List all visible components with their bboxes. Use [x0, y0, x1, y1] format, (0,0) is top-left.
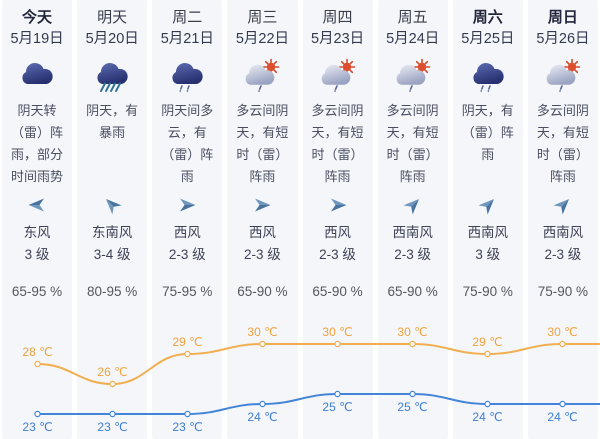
wind-level-label: 2-3 级 [394, 247, 432, 262]
wind-direction-label: 西风 [248, 225, 276, 240]
weather-description: 多云间阴天，有短时（雷）阵雨 [386, 103, 439, 184]
wind-arrow-icon [553, 198, 569, 215]
wind-direction-label: 西南风 [392, 225, 433, 240]
forecast-day-column[interactable]: 周日 5月26日 多云间阴天，有短时（雷）阵雨 西南风 2-3 级 75-90 … [527, 0, 598, 439]
humidity-range: 65-95 % [11, 284, 63, 299]
weather-icon [393, 50, 433, 100]
day-name: 周日 [547, 9, 578, 26]
weather-icon [318, 50, 358, 100]
wind-arrow-icon [106, 198, 122, 215]
wind-direction-icon [328, 188, 348, 222]
weather-icon [543, 50, 583, 100]
day-date: 5月23日 [310, 31, 365, 47]
wind-arrow-icon [180, 198, 196, 212]
wind-arrow-icon [403, 198, 419, 215]
cloudy-sun-showers-icon [546, 58, 581, 92]
forecast-day-column[interactable]: 周四 5月23日 多云间阴天，有短时（雷）阵雨 西风 2-3 级 65-90 % [302, 0, 373, 439]
wind-direction-label: 东风 [23, 225, 51, 240]
wind-level-label: 3 级 [475, 247, 501, 262]
wind-direction-icon [478, 188, 498, 222]
wind-direction-icon [177, 188, 197, 222]
wind-level-label: 2-3 级 [319, 247, 356, 262]
wind-direction-icon [102, 188, 122, 222]
wind-level-label: 2-3 级 [244, 247, 281, 262]
day-name: 周三 [247, 9, 278, 26]
day-date: 5月25日 [461, 31, 515, 47]
humidity-range: 65-90 % [237, 284, 288, 299]
forecast-day-column[interactable]: 明天 5月20日 阴天，有暴雨 东南风 3-4 级 80-95 % [77, 0, 148, 439]
day-date: 5月24日 [386, 31, 440, 47]
forecast-day-column[interactable]: 周三 5月22日 多云间阴天，有短时（雷）阵雨 西风 2-3 级 65-90 % [227, 0, 298, 439]
weather-icon [92, 50, 132, 100]
wind-direction-label: 西风 [324, 225, 352, 240]
wind-level-label: 3 级 [24, 247, 50, 262]
weather-description: 阴天转（雷）阵雨，部分时间雨势较大 [11, 103, 64, 184]
weather-icon [468, 50, 508, 100]
weather-description: 阴天间多云，有（雷）阵雨 [161, 103, 214, 184]
wind-level-label: 3-4 级 [93, 247, 131, 262]
weather-icon [17, 50, 57, 100]
day-name: 明天 [97, 9, 128, 26]
humidity-range: 75-90 % [462, 284, 513, 299]
humidity-range: 75-95 % [162, 284, 213, 299]
humidity-range: 65-90 % [387, 284, 438, 299]
wind-direction-label: 西南风 [542, 225, 584, 240]
overcast-showers-icon [473, 62, 504, 92]
cloudy-sun-showers-icon [321, 58, 355, 92]
day-date: 5月20日 [85, 31, 139, 47]
day-name: 周四 [322, 9, 353, 26]
cloudy-sun-showers-icon [246, 58, 280, 92]
forecast-day-column[interactable]: 周二 5月21日 阴天间多云，有（雷）阵雨 西风 2-3 级 75-95 % [152, 0, 223, 439]
humidity-range: 65-90 % [312, 284, 363, 299]
wind-arrow-icon [255, 198, 271, 212]
wind-arrow-icon [478, 198, 494, 215]
forecast-day-column[interactable]: 周五 5月24日 多云间阴天，有短时（雷）阵雨 西南风 2-3 级 65-90 … [377, 0, 448, 439]
wind-direction-icon [553, 188, 573, 222]
wind-direction-label: 西南风 [467, 225, 509, 240]
forecast-day-column[interactable]: 今天 5月19日 阴天转（雷）阵雨，部分时间雨势较大 东风 3 级 65-95 … [2, 0, 73, 439]
weather-description: 多云间阴天，有短时（雷）阵雨 [236, 103, 289, 184]
weather-icon [167, 50, 207, 100]
weather-description: 阴天，有暴雨 [86, 103, 139, 140]
weather-description: 多云间阴天，有短时（雷）阵雨 [311, 103, 364, 184]
wind-level-label: 2-3 级 [544, 247, 582, 262]
day-name: 今天 [22, 9, 53, 26]
day-name: 周六 [472, 9, 503, 26]
day-date: 5月19日 [10, 31, 64, 47]
wind-direction-icon [252, 188, 272, 222]
rainstorm-icon [97, 62, 128, 92]
weather-icon [242, 50, 282, 100]
weather-description: 阴天，有（雷）阵雨 [461, 103, 514, 162]
forecast-day-column[interactable]: 周六 5月25日 阴天，有（雷）阵雨 西南风 3 级 75-90 % [452, 0, 523, 439]
wind-direction-label: 东南风 [91, 225, 133, 240]
wind-level-label: 2-3 级 [168, 247, 206, 262]
humidity-range: 75-90 % [537, 284, 589, 299]
wind-direction-label: 西风 [173, 225, 201, 240]
humidity-range: 80-95 % [87, 284, 138, 299]
day-date: 5月21日 [160, 31, 214, 47]
cloudy-sun-showers-icon [396, 58, 430, 92]
wind-arrow-icon [28, 198, 45, 212]
wind-direction-icon [27, 188, 47, 222]
day-name: 周二 [172, 9, 203, 26]
wind-arrow-icon [330, 198, 347, 212]
weather-description: 多云间阴天，有短时（雷）阵雨 [536, 103, 589, 184]
day-date: 5月26日 [536, 31, 590, 47]
overcast-icon [22, 62, 53, 84]
day-date: 5月22日 [235, 31, 290, 47]
wind-direction-icon [403, 188, 423, 222]
overcast-showers-icon [172, 62, 203, 92]
day-name: 周五 [397, 9, 428, 26]
